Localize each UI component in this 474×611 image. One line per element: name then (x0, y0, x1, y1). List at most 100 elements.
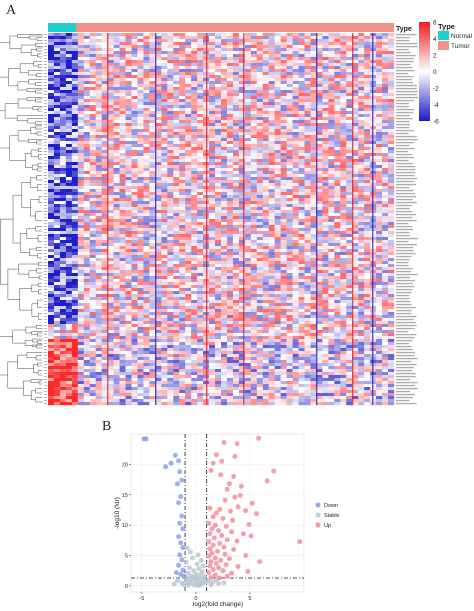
heatmap-cell (352, 66, 359, 70)
heatmap-cell (215, 195, 222, 199)
heatmap-cell (59, 237, 67, 241)
heatmap-cell (83, 42, 90, 46)
heatmap-cell (215, 147, 222, 151)
heatmap-cell (346, 201, 353, 205)
heatmap-cell (167, 174, 174, 178)
heatmap-cell (209, 123, 216, 127)
heatmap-cell (328, 93, 335, 97)
heatmap-cell (262, 51, 269, 55)
heatmap-cell (322, 273, 329, 277)
heatmap-cell (328, 219, 335, 223)
heatmap-cell (179, 234, 186, 238)
heatmap-cell (137, 264, 144, 268)
heatmap-cell (388, 54, 395, 58)
heatmap-cell (53, 279, 61, 283)
heatmap-cell (119, 222, 126, 226)
heatmap-cell (95, 69, 102, 73)
heatmap-cell (232, 159, 240, 163)
heatmap-cell (191, 156, 198, 160)
heatmap-cell (334, 105, 341, 109)
heatmap-cell (125, 45, 132, 49)
heatmap-cell (179, 135, 186, 139)
heatmap-cell (89, 243, 96, 247)
heatmap-cell (364, 159, 371, 163)
heatmap-cell (179, 258, 186, 262)
heatmap-cell (173, 255, 180, 259)
heatmap-cell (101, 201, 108, 205)
heatmap-cell (334, 261, 341, 265)
heatmap-cell (256, 210, 263, 214)
heatmap-cell (232, 276, 240, 280)
heatmap-cell (352, 102, 359, 106)
heatmap-cell (292, 198, 299, 202)
heatmap-cell (155, 66, 162, 70)
heatmap-cell (173, 288, 180, 292)
heatmap-cell (292, 66, 299, 70)
heatmap-cell (65, 138, 73, 142)
heatmap-cell (143, 114, 150, 118)
heatmap-cell (143, 177, 150, 181)
heatmap-cell (292, 165, 299, 169)
heatmap-cell (238, 252, 246, 256)
heatmap-cell (155, 165, 162, 169)
heatmap-cell (113, 42, 120, 46)
heatmap-cell (101, 210, 108, 214)
heatmap-cell (292, 51, 299, 55)
heatmap-cell (256, 219, 263, 223)
heatmap-cell (250, 171, 257, 175)
heatmap-cell (101, 87, 108, 91)
heatmap-cell (53, 216, 61, 220)
heatmap-cell (274, 219, 281, 223)
heatmap-cell (71, 132, 79, 136)
heatmap-cell (256, 48, 263, 52)
heatmap-cell (274, 264, 281, 268)
heatmap-cell (238, 42, 246, 46)
heatmap-cell (262, 156, 269, 160)
heatmap-cell (280, 198, 287, 202)
heatmap-cell (48, 147, 55, 151)
heatmap-cell (268, 192, 275, 196)
heatmap-cell (95, 81, 102, 85)
heatmap-cell (197, 72, 204, 76)
heatmap-cell (65, 42, 73, 46)
heatmap-cell (268, 189, 275, 193)
heatmap-cell (167, 117, 174, 121)
heatmap-cell (209, 147, 216, 151)
heatmap-cell (131, 258, 138, 262)
heatmap-cell (358, 144, 365, 148)
heatmap-cell (298, 213, 305, 217)
heatmap-cell (280, 270, 287, 274)
heatmap-cell (155, 189, 162, 193)
heatmap-cell (197, 264, 204, 268)
heatmap-cell (250, 123, 257, 127)
heatmap-cell (292, 129, 299, 133)
heatmap-cell (209, 39, 216, 43)
heatmap-cell (256, 78, 263, 82)
heatmap-cell (310, 81, 317, 85)
heatmap-cell (238, 168, 246, 172)
heatmap-cell (292, 255, 299, 259)
heatmap-cell (244, 270, 252, 274)
heatmap-cell (59, 288, 67, 292)
heatmap-cell (358, 252, 365, 256)
heatmap-cell (358, 258, 365, 262)
heatmap-cell (215, 111, 222, 115)
heatmap-cell (250, 93, 257, 97)
heatmap-cell (250, 258, 257, 262)
heatmap-cell (232, 60, 240, 64)
heatmap-cell (376, 213, 383, 217)
heatmap-cell (334, 135, 341, 139)
heatmap-cell (65, 135, 73, 139)
heatmap-cell (209, 219, 216, 223)
heatmap-cell (334, 270, 341, 274)
heatmap-cell (155, 255, 162, 259)
heatmap-cell (125, 195, 132, 199)
heatmap-cell (376, 165, 383, 169)
heatmap-cell (215, 213, 222, 217)
heatmap-cell (131, 264, 138, 268)
heatmap-cell (131, 195, 138, 199)
heatmap-cell (376, 93, 383, 97)
heatmap-cell (316, 246, 323, 250)
heatmap-cell (298, 39, 305, 43)
heatmap-cell (346, 108, 353, 112)
